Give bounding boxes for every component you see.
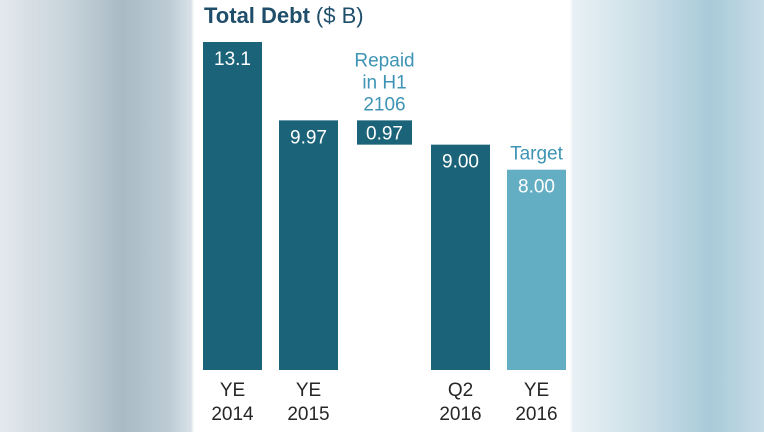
tick-label: 2016 bbox=[515, 404, 557, 425]
tick-label: 2016 bbox=[439, 404, 481, 425]
tick-label: Q2 bbox=[448, 380, 473, 401]
bar-1 bbox=[279, 120, 338, 370]
chart-title-main: Total Debt bbox=[204, 3, 310, 28]
bar-repaid bbox=[357, 120, 412, 145]
data-label: 8.00 bbox=[518, 177, 555, 198]
annotation-line: 2106 bbox=[363, 94, 405, 115]
bar-3 bbox=[431, 144, 490, 370]
annotation-line: Target bbox=[510, 144, 564, 165]
tick-label: 2014 bbox=[211, 404, 254, 425]
chart-panel: Total Debt ($ B) 13.1 YE 2014 9.97 YE 2015 0.97… bbox=[194, 0, 570, 432]
data-label: 13.1 bbox=[214, 49, 251, 70]
data-label: 9.00 bbox=[442, 152, 479, 173]
tick-label: 2015 bbox=[287, 404, 329, 425]
tick-label: YE bbox=[296, 380, 321, 401]
bar-4 bbox=[507, 169, 566, 370]
data-label: 0.97 bbox=[366, 124, 403, 145]
bar-0 bbox=[203, 42, 262, 370]
chart-title-unit: ($ B) bbox=[315, 3, 364, 28]
tick-label: YE bbox=[220, 380, 245, 401]
tick-label: YE bbox=[524, 380, 549, 401]
annotation-line: Repaid bbox=[354, 50, 414, 71]
data-label: 9.97 bbox=[290, 127, 327, 148]
annotation-line: in H1 bbox=[362, 72, 406, 93]
chart-title: Total Debt ($ B) bbox=[204, 3, 364, 29]
